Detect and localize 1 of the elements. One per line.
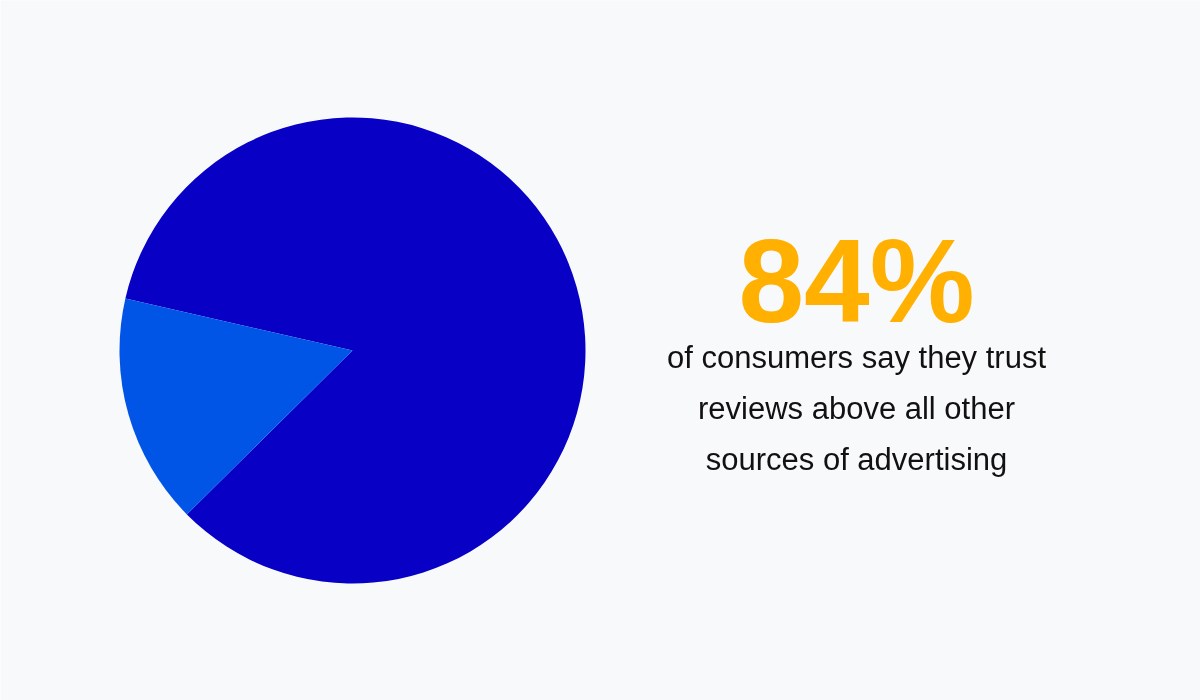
text: of consumers say they trust reviews above all other sources of advertising xyxy=(666,340,1047,477)
